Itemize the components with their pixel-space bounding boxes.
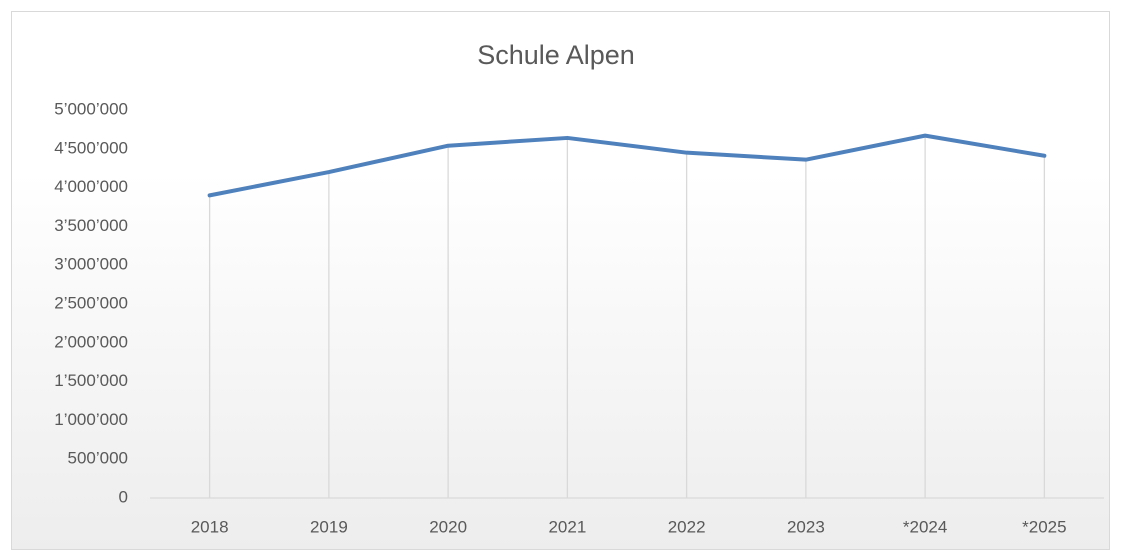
- x-tick-label: 2021: [548, 517, 586, 536]
- y-tick-label: 1’000’000: [54, 410, 128, 429]
- y-tick-label: 1’500’000: [54, 371, 128, 390]
- x-tick-label: 2020: [429, 517, 467, 536]
- y-tick-label: 2’000’000: [54, 332, 128, 351]
- x-tick-label: 2023: [787, 517, 825, 536]
- y-tick-label: 0: [119, 487, 128, 506]
- y-tick-label: 4’500’000: [54, 138, 128, 157]
- y-tick-label: 3’000’000: [54, 255, 128, 274]
- x-tick-label: *2025: [1022, 517, 1066, 536]
- y-tick-label: 2’500’000: [54, 293, 128, 312]
- data-line: [207, 133, 1047, 198]
- chart-title: Schule Alpen: [477, 40, 635, 70]
- x-tick-label: 2019: [310, 517, 348, 536]
- y-tick-label: 5’000’000: [54, 99, 128, 118]
- x-tick-label: 2018: [191, 517, 229, 536]
- y-tick-label: 3’500’000: [54, 216, 128, 235]
- x-tick-label: 2022: [668, 517, 706, 536]
- y-tick-label: 500’000: [67, 449, 128, 468]
- y-tick-label: 4’000’000: [54, 177, 128, 196]
- chart-frame: [11, 11, 1110, 550]
- x-tick-label: *2024: [903, 517, 947, 536]
